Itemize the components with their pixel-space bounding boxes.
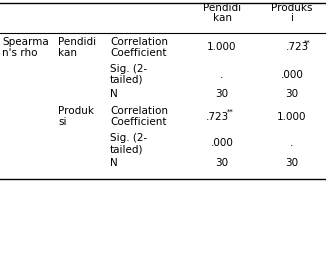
Text: 1.000: 1.000 <box>207 43 237 53</box>
Text: Pendidi: Pendidi <box>203 3 241 13</box>
Text: Sig. (2-: Sig. (2- <box>110 133 147 143</box>
Text: Correlation: Correlation <box>110 106 168 116</box>
Text: .: . <box>220 69 224 79</box>
Text: tailed): tailed) <box>110 75 143 85</box>
Text: **: ** <box>227 108 234 115</box>
Text: Coefficient: Coefficient <box>110 48 167 58</box>
Text: Pendidi: Pendidi <box>58 37 96 47</box>
Text: n's rho: n's rho <box>2 48 37 58</box>
Text: Coefficient: Coefficient <box>110 117 167 127</box>
Text: Produks: Produks <box>271 3 313 13</box>
Text: tailed): tailed) <box>110 144 143 154</box>
Text: .723: .723 <box>286 43 309 53</box>
Text: Spearma: Spearma <box>2 37 49 47</box>
Text: .000: .000 <box>281 69 304 79</box>
Text: kan: kan <box>58 48 77 58</box>
Text: i: i <box>290 13 293 23</box>
Text: 30: 30 <box>215 158 229 168</box>
Text: 30: 30 <box>286 89 299 99</box>
Text: **: ** <box>304 40 311 46</box>
Text: .000: .000 <box>211 138 233 149</box>
Text: N: N <box>110 158 118 168</box>
Text: Correlation: Correlation <box>110 37 168 47</box>
Text: .: . <box>290 138 294 149</box>
Text: si: si <box>58 117 67 127</box>
Text: N: N <box>110 89 118 99</box>
Text: Sig. (2-: Sig. (2- <box>110 64 147 74</box>
Text: Produk: Produk <box>58 106 94 116</box>
Text: 30: 30 <box>215 89 229 99</box>
Text: kan: kan <box>213 13 231 23</box>
Text: .723: .723 <box>206 111 229 121</box>
Text: 1.000: 1.000 <box>277 111 307 121</box>
Text: 30: 30 <box>286 158 299 168</box>
